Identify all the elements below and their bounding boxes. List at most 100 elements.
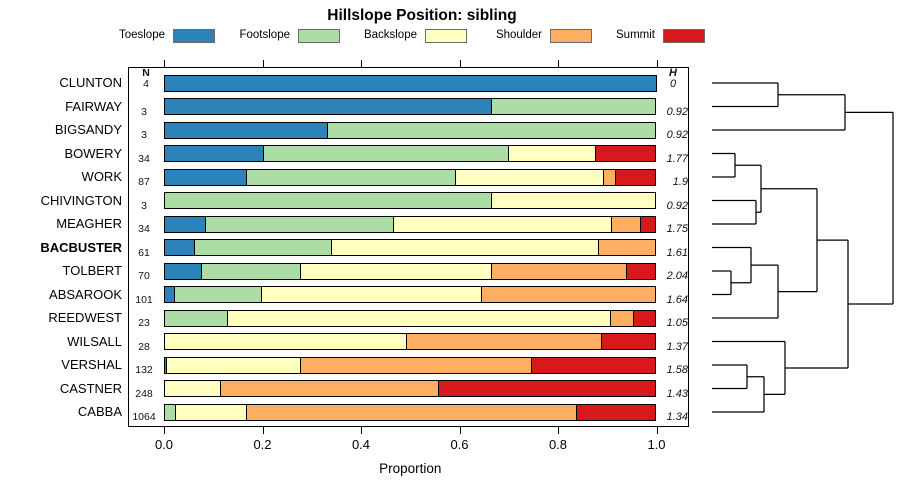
x-tick-top [262,60,264,67]
bar-segment-shoulder [611,215,642,233]
n-value: 70 [138,270,150,282]
x-tick-top [656,60,658,67]
bar-segment-backslope [226,309,612,327]
bar-segment-summit [576,403,657,421]
h-column-header: H [669,67,677,79]
row-label: WORK [81,169,122,184]
bar-segment-toeslope [164,262,203,280]
bar-segment-footslope [164,192,493,209]
x-tick-bottom [164,427,166,434]
n-value: 248 [135,387,153,400]
x-tick-bottom [459,427,461,434]
bar-segment-shoulder [597,239,657,256]
bar-segment-footslope [326,121,657,139]
h-value: 1.9 [672,176,688,188]
chart-title: Hillslope Position: sibling [327,7,517,24]
bar-segment-backslope [331,239,600,256]
h-value: 1.34 [666,411,688,423]
bar-segment-toeslope [164,215,207,233]
x-tick-top [164,60,166,67]
row-label: CASTNER [59,380,122,396]
bar-segment-footslope [263,145,510,162]
bar-segment-footslope [201,262,302,280]
bar-segment-shoulder [406,333,603,350]
h-value: 1.75 [666,223,688,235]
h-value: 1.77 [666,152,688,165]
bar-segment-toeslope [164,98,493,115]
legend-swatch-footslope [298,29,340,43]
h-value: 1.43 [666,387,688,400]
bar-segment-shoulder [481,286,657,303]
legend-label: Toeslope [118,29,165,41]
row-label: BIGSANDY [54,122,122,137]
bar-segment-summit [531,356,657,374]
bar-segment-summit [625,262,657,280]
bar-segment-backslope [455,168,605,186]
legend-swatch-summit [663,29,705,43]
bar-segment-footslope [490,98,657,115]
n-value: 61 [138,246,150,259]
n-value: 34 [138,223,150,235]
h-value: 1.64 [666,293,688,306]
bar-segment-footslope [193,239,333,256]
n-value: 28 [138,340,150,353]
h-value: 0 [669,78,677,90]
row-label: CHIVINGTON [40,192,122,208]
n-column-header: N [142,67,150,79]
legend-label: Shoulder [495,29,542,41]
h-value: 0.92 [666,105,688,118]
bar-segment-footslope [205,215,395,233]
row-label: TOLBERT [62,263,122,278]
legend-swatch-shoulder [550,29,592,43]
row-label: BACBUSTER [40,239,122,255]
bar-segment-shoulder [490,262,628,280]
row-label: ABSAROOK [49,286,122,302]
x-tick-top [459,60,461,67]
bar-segment-toeslope [164,121,328,139]
bar-segment-toeslope [164,168,248,186]
bar-segment-backslope [508,145,597,162]
x-axis-title: Proportion [379,461,442,476]
row-label: WILSALL [67,333,122,349]
row-label: REEDWEST [48,310,122,325]
legend-swatch-toeslope [173,29,215,43]
plot-box [128,67,689,427]
legend-label: Summit [616,29,655,41]
x-tick-top [558,60,560,67]
h-value: 1.37 [666,340,688,353]
h-value: 0.92 [666,199,688,212]
h-value: 2.04 [666,270,688,282]
bar-segment-backslope [300,262,493,280]
bar-segment-backslope [175,403,248,421]
h-value: 0.92 [666,129,688,141]
h-value: 1.05 [666,317,688,329]
n-value: 23 [138,317,150,329]
bar-segment-summit [601,333,657,350]
x-tick-label: 0.4 [351,437,371,452]
bar-segment-summit [633,309,657,327]
bar-segment-summit [438,380,657,397]
x-tick-bottom [262,427,264,434]
n-value: 3 [141,105,147,118]
bar-segment-backslope [164,333,408,350]
bar-segment-backslope [261,286,483,303]
h-value: 1.58 [666,364,688,376]
n-value: 4 [143,78,149,90]
dendrogram [712,82,894,413]
row-label: MEAGHER [56,216,122,231]
row-label: BOWERY [64,145,122,161]
bar-segment-backslope [164,380,222,397]
n-value: 132 [135,364,153,376]
legend-label: Footslope [239,29,290,41]
x-tick-bottom [361,427,363,434]
x-tick-label: 0.8 [548,437,568,452]
n-value: 3 [141,199,147,212]
h-value: 1.61 [666,246,688,259]
legend-label: Backslope [363,29,417,41]
row-label: FAIRWAY [65,98,122,114]
bar-segment-toeslope [164,74,657,92]
x-tick-label: 1.0 [647,437,666,452]
x-tick-bottom [558,427,560,434]
bar-segment-footslope [164,309,229,327]
